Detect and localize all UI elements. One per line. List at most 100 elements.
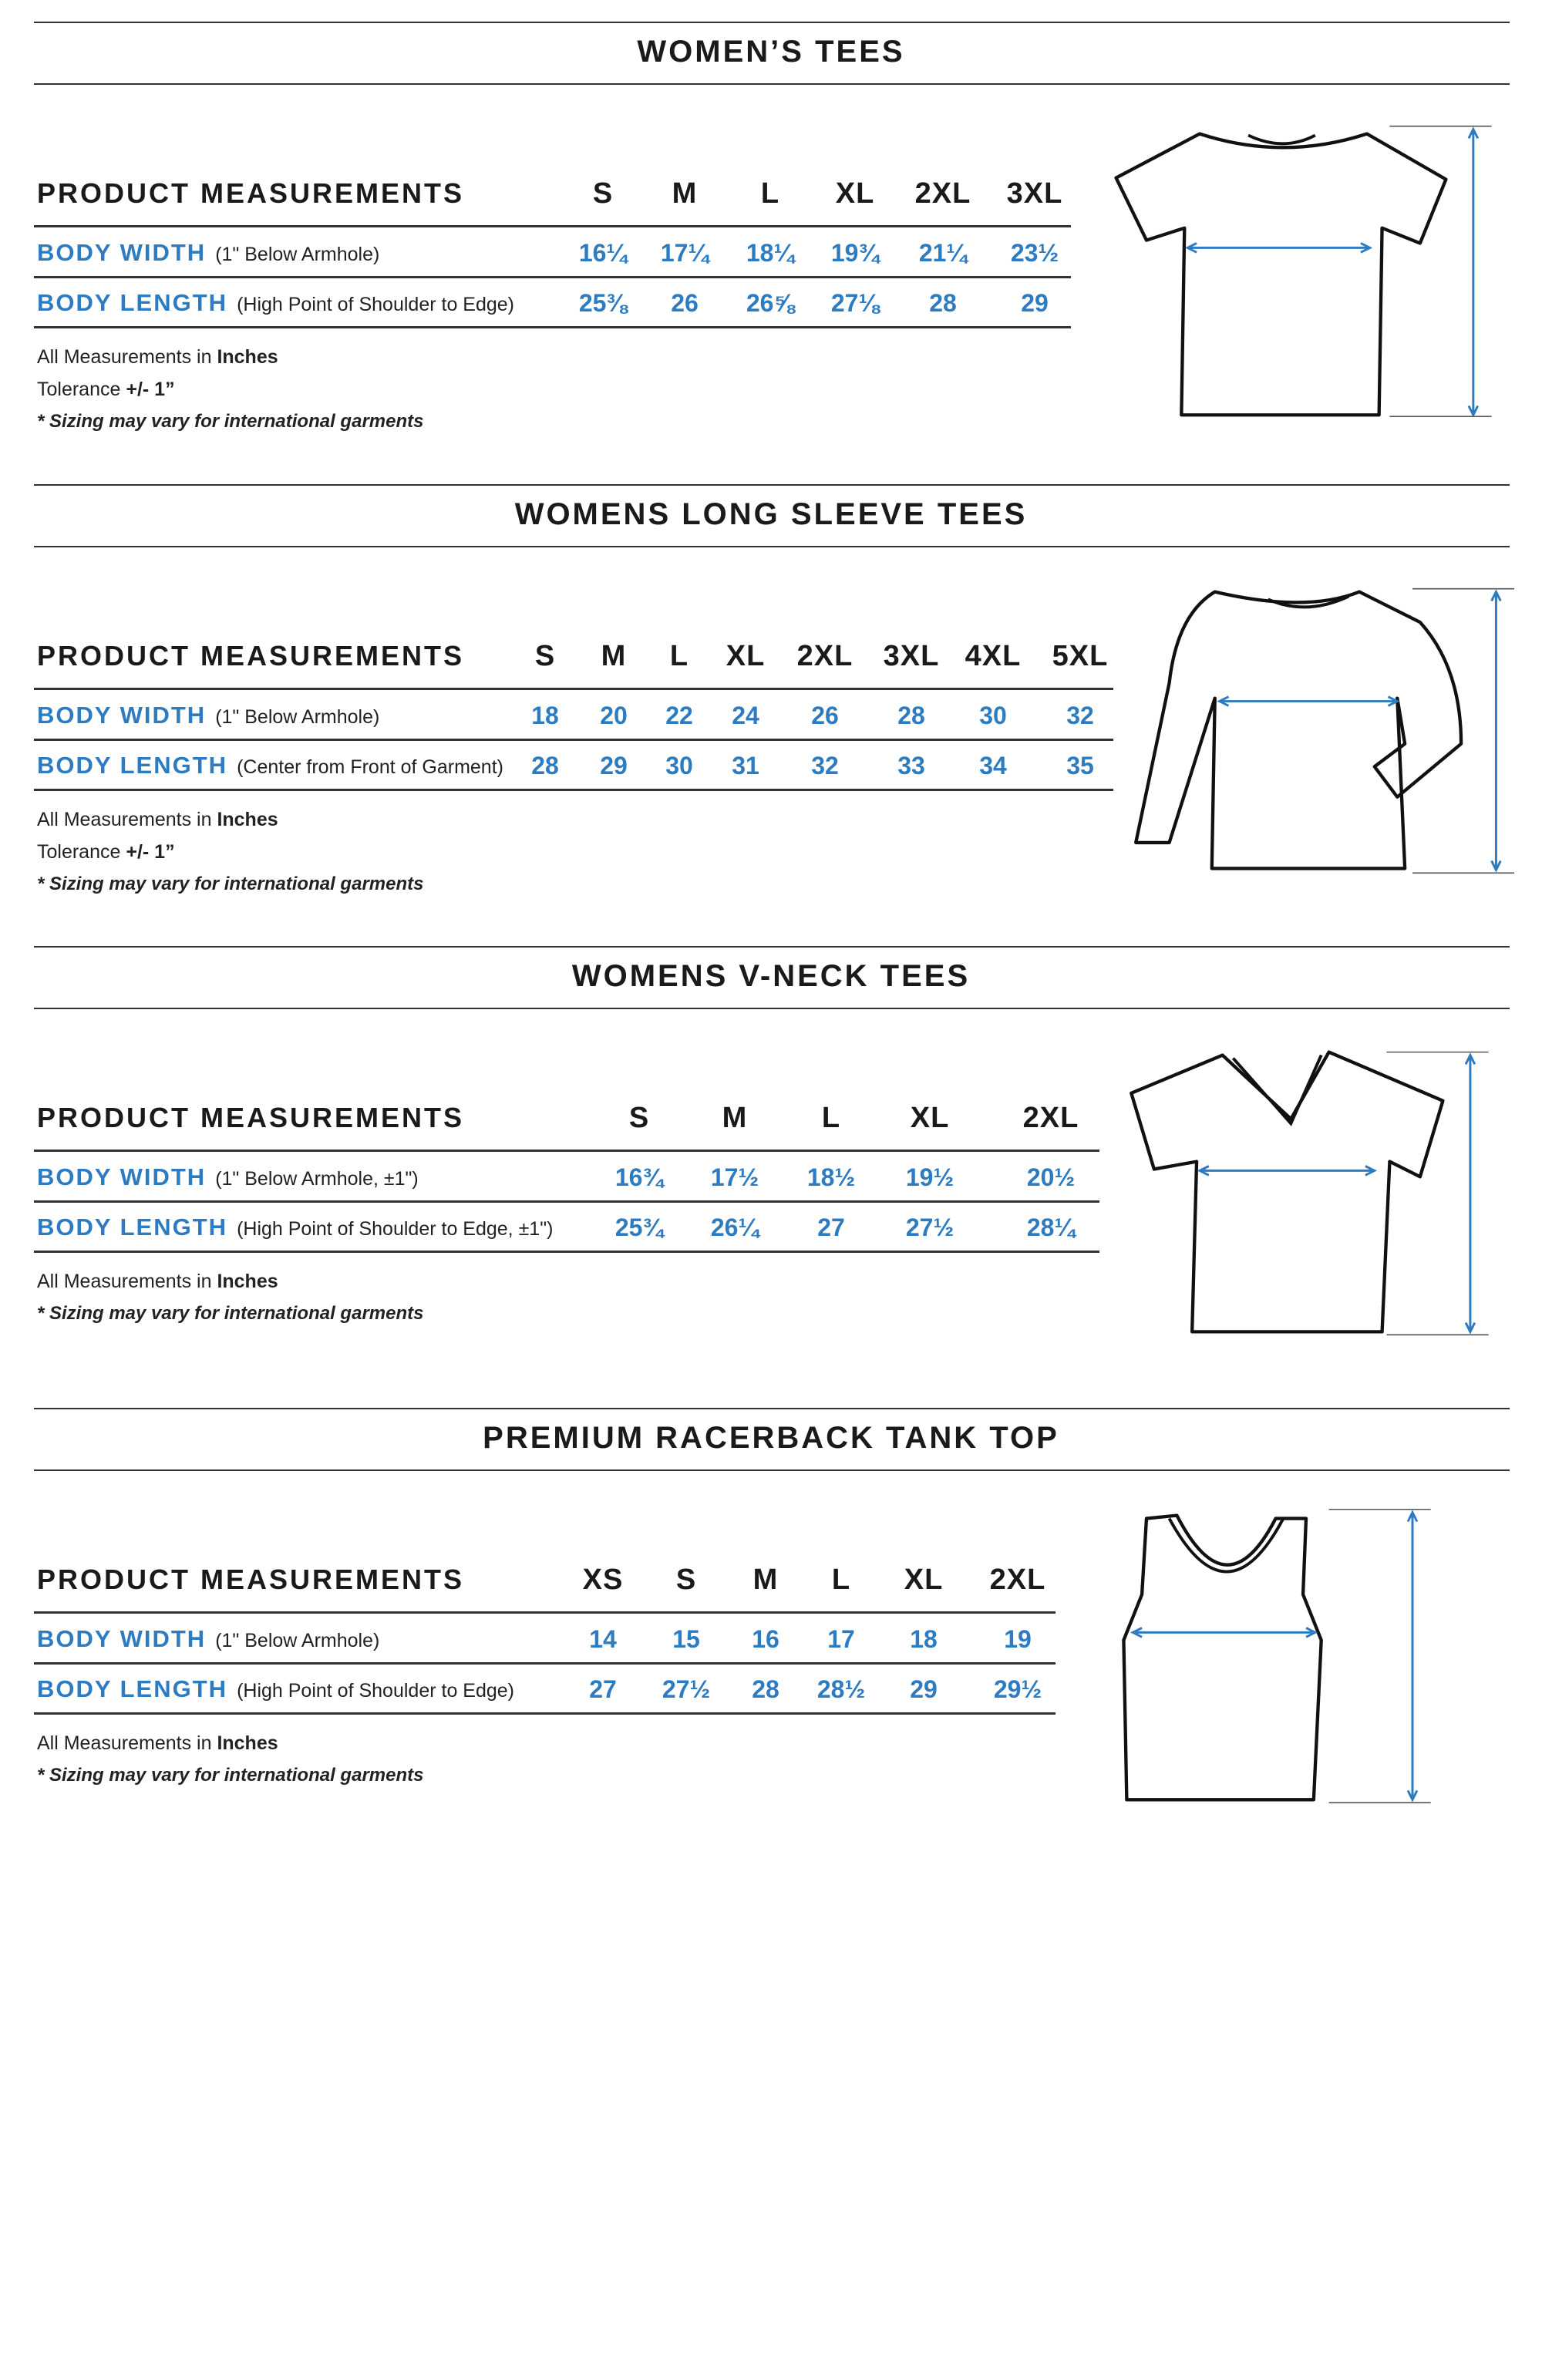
measurement-note: (Center from Front of Garment) xyxy=(237,756,503,778)
width-arrowheads xyxy=(1184,242,1373,254)
measurement-value: 14 xyxy=(589,1625,617,1653)
table-divider xyxy=(34,1662,1055,1665)
table-divider xyxy=(34,1712,1055,1715)
measurement-value: 26⅝ xyxy=(746,289,795,317)
measurement-note: (1" Below Armhole) xyxy=(215,1630,380,1651)
garment-neckline xyxy=(1247,133,1316,146)
size-chart-section: WOMENS V-NECK TEES PRODUCT MEASUREMENTS S M… xyxy=(0,946,1542,1409)
measurement-value: 32 xyxy=(811,752,839,779)
table-header-label: PRODUCT MEASUREMENTS xyxy=(37,640,465,672)
size-column-header: XL xyxy=(910,1102,950,1134)
unit-prefix: All Measurements in xyxy=(37,346,212,368)
size-column-header: M xyxy=(722,1102,748,1134)
sizing-disclaimer: * Sizing may vary for international garm… xyxy=(37,411,424,432)
garment-outline xyxy=(1122,1513,1323,1802)
measurement-value: 35 xyxy=(1066,752,1094,779)
sizing-disclaimer: * Sizing may vary for international garm… xyxy=(37,1303,424,1324)
measurement-row-label: BODY WIDTH (1" Below Armhole, ±1") xyxy=(37,1162,419,1194)
size-column-header: XS xyxy=(582,1564,624,1596)
measurement-value: 27 xyxy=(589,1675,617,1703)
unit-value: Inches xyxy=(217,1271,278,1292)
measurement-value: 20½ xyxy=(1026,1163,1076,1191)
width-arrowheads xyxy=(1197,1165,1378,1177)
size-column-header: S xyxy=(628,1102,650,1134)
measurement-note: (High Point of Shoulder to Edge, ±1") xyxy=(237,1218,554,1240)
unit-value: Inches xyxy=(217,346,278,368)
length-arrowheads xyxy=(1464,1052,1476,1335)
measurement-value: 23½ xyxy=(1010,239,1059,267)
v-neck-shirt-icon xyxy=(1130,1050,1489,1336)
unit-prefix: All Measurements in xyxy=(37,1732,212,1754)
section-top-divider xyxy=(34,484,1510,486)
measurement-note: (1" Below Armhole, ±1") xyxy=(215,1168,419,1190)
measurement-value: 30 xyxy=(665,752,693,779)
t-shirt-icon xyxy=(1114,125,1492,418)
width-arrowheads xyxy=(1217,695,1400,707)
measurement-value: 33 xyxy=(897,752,925,779)
garment-neckline xyxy=(1267,594,1350,609)
unit-prefix: All Measurements in xyxy=(37,1271,212,1292)
size-column-header: L xyxy=(669,640,689,672)
length-arrowheads xyxy=(1490,589,1502,873)
table-divider xyxy=(34,789,1113,791)
table-divider xyxy=(34,276,1071,278)
measurement-name: BODY WIDTH xyxy=(37,1625,207,1652)
measurement-unit-note: All Measurements in Inches xyxy=(37,1730,278,1756)
measurement-unit-note: All Measurements in Inches xyxy=(37,1268,278,1294)
measurement-value: 28 xyxy=(929,289,957,317)
sizing-disclaimer: * Sizing may vary for international garm… xyxy=(37,874,424,894)
measurement-name: BODY LENGTH xyxy=(37,752,228,779)
measurement-value: 26 xyxy=(671,289,699,317)
garment-outline xyxy=(1134,590,1463,870)
measurement-value: 26 xyxy=(811,702,839,729)
measurement-value: 28 xyxy=(897,702,925,729)
unit-prefix: All Measurements in xyxy=(37,809,212,830)
measurement-value: 28½ xyxy=(816,1675,866,1703)
size-column-header: 2XL xyxy=(989,1564,1046,1596)
width-arrowheads xyxy=(1130,1627,1318,1638)
tolerance-value: +/- 1” xyxy=(126,379,175,400)
section-top-divider xyxy=(34,946,1510,948)
section-top-divider xyxy=(34,1408,1510,1409)
section-title-divider xyxy=(34,83,1510,85)
size-column-header: 4XL xyxy=(965,640,1022,672)
size-column-header: M xyxy=(601,640,627,672)
size-column-header: 3XL xyxy=(1006,177,1063,210)
table-header-label: PRODUCT MEASUREMENTS xyxy=(37,1564,465,1595)
section-title: PREMIUM RACERBACK TANK TOP xyxy=(483,1421,1059,1455)
measurement-value: 29 xyxy=(910,1675,938,1703)
table-divider xyxy=(34,326,1071,328)
measurement-note: (1" Below Armhole) xyxy=(215,706,380,728)
measurement-name: BODY WIDTH xyxy=(37,239,207,266)
unit-value: Inches xyxy=(217,1732,278,1754)
garment-outline xyxy=(1114,132,1448,417)
measurement-value: 24 xyxy=(732,702,759,729)
table-divider xyxy=(34,688,1113,690)
tolerance-prefix: Tolerance xyxy=(37,841,121,863)
section-title-divider xyxy=(34,546,1510,547)
size-column-header: XL xyxy=(835,177,875,210)
measurement-name: BODY LENGTH xyxy=(37,1675,228,1702)
measurement-row-label: BODY WIDTH (1" Below Armhole) xyxy=(37,700,379,732)
long-sleeve-shirt-icon xyxy=(1134,587,1515,874)
measurement-value: 19½ xyxy=(905,1163,954,1191)
measurement-value: 15 xyxy=(672,1625,700,1653)
measurement-value: 16 xyxy=(752,1625,779,1653)
length-arrowheads xyxy=(1406,1510,1419,1803)
measurement-value: 17 xyxy=(827,1625,855,1653)
measurement-value: 28¼ xyxy=(1026,1214,1076,1241)
measurement-note: (1" Below Armhole) xyxy=(215,244,380,265)
tolerance-note: Tolerance +/- 1” xyxy=(37,376,175,402)
measurement-row-label: BODY LENGTH (High Point of Shoulder to Ed… xyxy=(37,1212,553,1244)
measurement-row-label: BODY WIDTH (1" Below Armhole) xyxy=(37,237,379,270)
measurement-value: 17½ xyxy=(710,1163,759,1191)
table-divider xyxy=(34,1251,1099,1253)
measurement-value: 32 xyxy=(1066,702,1094,729)
measurement-row-label: BODY LENGTH (Center from Front of Garment… xyxy=(37,750,503,783)
section-title-divider xyxy=(34,1469,1510,1471)
measurement-value: 31 xyxy=(732,752,759,779)
measurement-value: 26¼ xyxy=(710,1214,759,1241)
garment-neckline xyxy=(1167,1517,1285,1574)
measurement-value: 20 xyxy=(600,702,628,729)
size-column-header: 2XL xyxy=(914,177,971,210)
